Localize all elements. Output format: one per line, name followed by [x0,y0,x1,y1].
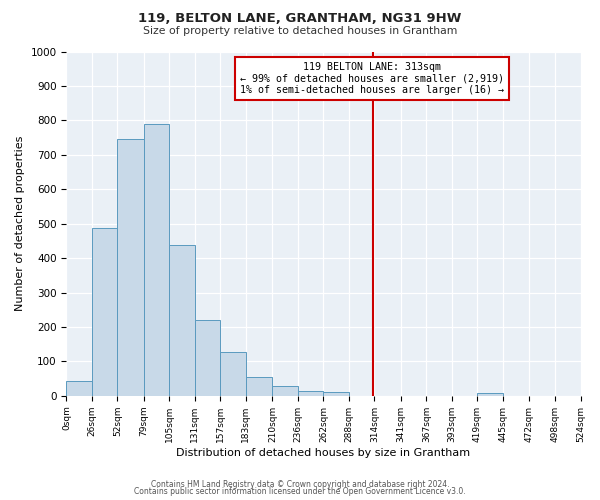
Text: Contains public sector information licensed under the Open Government Licence v3: Contains public sector information licen… [134,488,466,496]
Bar [118,138,144,396]
Bar [246,378,272,396]
Bar [169,246,195,396]
Bar [220,352,246,396]
Bar [478,393,503,396]
Bar [298,391,323,396]
Bar [272,386,298,396]
Bar [92,228,118,396]
Text: 119, BELTON LANE, GRANTHAM, NG31 9HW: 119, BELTON LANE, GRANTHAM, NG31 9HW [139,12,461,26]
Bar [67,381,92,396]
Text: 119 BELTON LANE: 313sqm
← 99% of detached houses are smaller (2,919)
1% of semi-: 119 BELTON LANE: 313sqm ← 99% of detache… [240,62,504,95]
Text: Contains HM Land Registry data © Crown copyright and database right 2024.: Contains HM Land Registry data © Crown c… [151,480,449,489]
Bar [323,392,349,396]
Text: Size of property relative to detached houses in Grantham: Size of property relative to detached ho… [143,26,457,36]
X-axis label: Distribution of detached houses by size in Grantham: Distribution of detached houses by size … [176,448,470,458]
Bar [144,124,169,396]
Bar [195,320,220,396]
Y-axis label: Number of detached properties: Number of detached properties [15,136,25,312]
